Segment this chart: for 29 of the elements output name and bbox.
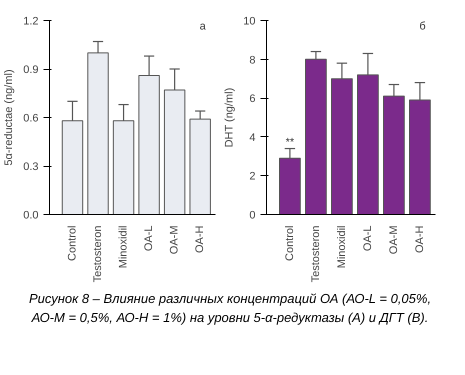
y-tick-label: 1.2	[23, 16, 39, 28]
x-tick-label: OA-M	[388, 225, 400, 254]
text: Рисунок 8 – Влияние различных концентраций ОА (АО-L = 0,05%, АО-М = 0,5%, АО-Н = 1%) на уровни 5-α-редуктазы (А) и ДГТ (В).	[28, 290, 432, 327]
y-tick-label: 0	[249, 210, 256, 222]
x-tick-label: OA-L	[143, 225, 156, 252]
chart-title: б	[419, 20, 426, 32]
y-tick-label: 0.0	[23, 210, 39, 222]
x-tick-label: Testosteron	[92, 225, 104, 282]
y-tick-label: 8	[249, 54, 256, 66]
y-axis-title: 5α-reductae (ng/ml)	[3, 69, 16, 166]
x-tick-label: Control	[284, 225, 296, 261]
y-tick-label: 10	[243, 16, 256, 28]
x-tick-label: OA-H	[194, 225, 206, 253]
y-tick-label: 6	[249, 93, 256, 106]
x-tick-label: Control	[66, 225, 78, 261]
x-tick-label: Testosteron	[310, 225, 322, 282]
x-tick-label: Minoxidil	[336, 225, 348, 268]
x-tick-label: Minoxidil	[118, 225, 130, 268]
y-tick-label: 4	[249, 132, 256, 144]
y-tick-label: 0.6	[23, 112, 39, 124]
chart-title: a	[200, 20, 207, 32]
x-tick-label: OA-L	[362, 225, 374, 252]
x-tick-label: OA-H	[414, 225, 426, 253]
x-tick-label: OA-M	[168, 225, 181, 254]
y-tick-label: 0.3	[23, 161, 39, 173]
y-tick-label: 0.9	[23, 64, 39, 76]
y-axis-title: DHT (ng/ml)	[223, 88, 236, 148]
annotation: **	[286, 136, 295, 149]
y-tick-label: 2	[249, 170, 256, 183]
